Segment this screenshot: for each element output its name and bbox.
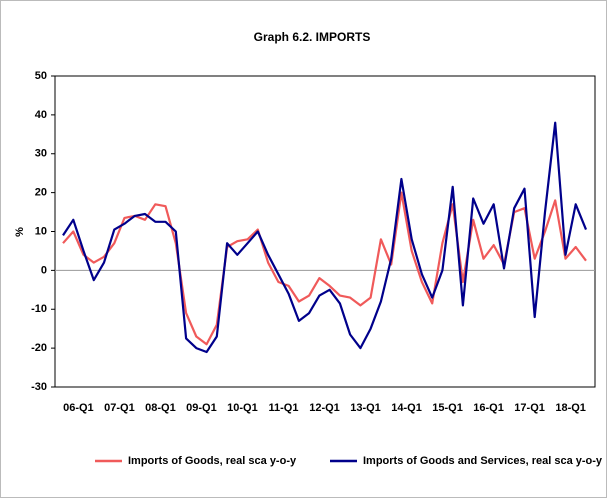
x-tick-label: 12-Q1: [309, 402, 340, 414]
y-tick-label: 50: [35, 70, 47, 82]
y-tick-label: 10: [35, 225, 47, 237]
y-tick-label: 40: [35, 109, 47, 121]
x-tick-label: 14-Q1: [391, 402, 422, 414]
legend-label: Imports of Goods and Services, real sca …: [363, 455, 603, 467]
y-tick-label: -30: [31, 381, 47, 393]
y-tick-label: -10: [31, 303, 47, 315]
y-tick-label: -20: [31, 342, 47, 354]
legend-label: Imports of Goods, real sca y-o-y: [128, 455, 297, 467]
y-tick-label: 20: [35, 187, 47, 199]
data-line: [62, 121, 588, 354]
x-tick-label: 18-Q1: [555, 402, 586, 414]
y-axis-label: %: [14, 227, 26, 237]
x-tick-label: 09-Q1: [186, 402, 217, 414]
chart-title: Graph 6.2. IMPORTS: [254, 30, 371, 44]
x-tick-label: 07-Q1: [104, 402, 135, 414]
x-tick-label: 08-Q1: [145, 402, 176, 414]
x-tick-label: 16-Q1: [473, 402, 504, 414]
x-tick-label: 15-Q1: [432, 402, 463, 414]
x-tick-label: 11-Q1: [268, 402, 298, 414]
y-tick-label: 0: [41, 264, 47, 276]
x-tick-label: 13-Q1: [350, 402, 381, 414]
x-tick-label: 10-Q1: [227, 402, 258, 414]
x-tick-label: 17-Q1: [514, 402, 545, 414]
data-line: [62, 191, 587, 346]
x-tick-label: 06-Q1: [63, 402, 94, 414]
y-tick-label: 30: [35, 148, 47, 160]
